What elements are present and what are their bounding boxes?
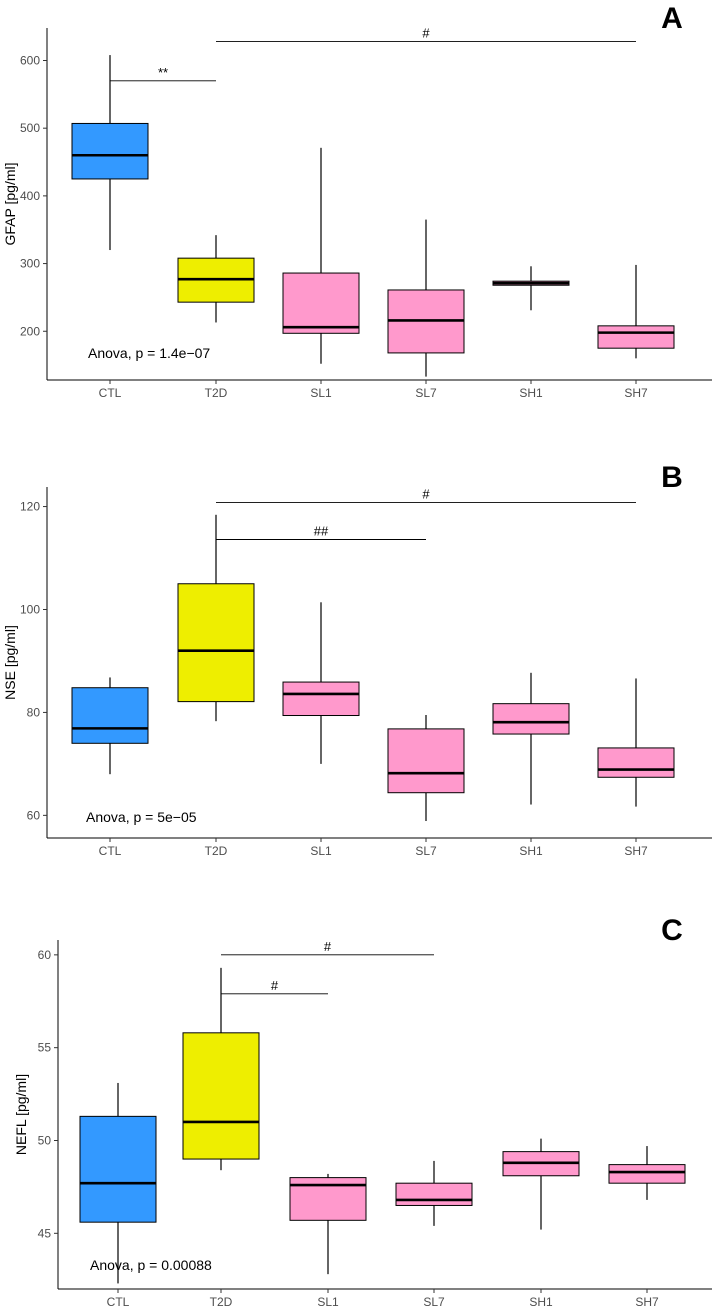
significance-bracket: # — [221, 939, 434, 956]
x-tick-label: T2D — [205, 844, 228, 858]
chart-panel-a: 200 300 400 500 600 CTL T2D SL1 SL7 SH1 SH7 GFAP [p… — [2, 2, 712, 400]
x-tick-label: SH1 — [519, 844, 543, 858]
panel-letter: C — [661, 914, 683, 947]
box-iqr — [71, 687, 149, 744]
y-tick-label: 55 — [38, 1041, 52, 1055]
y-tick-label: 500 — [20, 121, 40, 135]
x-tick-label: SL7 — [415, 386, 437, 400]
x-tick-label: SL1 — [310, 844, 332, 858]
box-iqr — [282, 681, 360, 717]
x-tick-label: SH1 — [529, 1295, 553, 1309]
y-tick-label: 60 — [27, 808, 41, 822]
significance-label: ** — [158, 65, 168, 80]
box-sh1 — [492, 266, 570, 311]
significance-bracket: # — [216, 26, 636, 42]
significance-bracket: ## — [216, 523, 426, 540]
x-tick-label: CTL — [107, 1295, 130, 1309]
significance-label: # — [422, 486, 430, 501]
anova-annotation: Anova, p = 0.00088 — [90, 1257, 212, 1273]
panel-letter: B — [661, 461, 683, 494]
box-ctl — [71, 677, 149, 775]
x-tick-label: SL7 — [423, 1295, 445, 1309]
box-sh1 — [492, 672, 570, 805]
chart-panel-b: 60 80 100 120 CTL T2D SL1 SL7 SH1 SH7 NSE [pg/ml] #… — [2, 461, 712, 858]
box-ctl — [71, 55, 149, 251]
y-tick-label: 200 — [20, 324, 40, 338]
y-tick-label: 400 — [20, 189, 40, 203]
y-axis-title: NSE [pg/ml] — [2, 625, 18, 700]
box-t2d — [177, 514, 255, 722]
box-t2d — [182, 967, 260, 1171]
anova-annotation: Anova, p = 1.4e−07 — [88, 345, 210, 361]
x-tick-label: SL1 — [317, 1295, 339, 1309]
box-sh1 — [502, 1138, 580, 1230]
significance-label: # — [422, 26, 430, 41]
y-tick-label: 300 — [20, 257, 40, 271]
y-tick-label: 600 — [20, 53, 40, 67]
x-tick-label: T2D — [210, 1295, 233, 1309]
x-tick-label: CTL — [99, 844, 122, 858]
x-tick-label: SH7 — [624, 386, 648, 400]
significance-bracket: # — [221, 978, 328, 995]
box-iqr — [597, 747, 675, 778]
box-iqr — [182, 1032, 260, 1160]
box-sl7 — [387, 219, 465, 377]
x-tick-label: T2D — [205, 386, 228, 400]
box-iqr — [395, 1182, 473, 1206]
y-tick-label: 60 — [38, 948, 52, 962]
y-axis-title: NEFL [pg/ml] — [13, 1074, 29, 1155]
x-tick-label: SH1 — [519, 386, 543, 400]
anova-annotation: Anova, p = 5e−05 — [86, 809, 197, 825]
box-sh7 — [597, 264, 675, 359]
box-iqr — [597, 325, 675, 349]
y-axis-title: GFAP [pg/ml] — [2, 163, 18, 246]
box-sl7 — [387, 714, 465, 822]
box-iqr — [387, 728, 465, 794]
box-ctl — [79, 1082, 157, 1284]
y-tick-label: 45 — [38, 1226, 52, 1240]
panel-letter: A — [661, 2, 683, 35]
significance-label: # — [324, 939, 332, 954]
box-iqr — [177, 583, 255, 703]
box-sh7 — [608, 1146, 686, 1200]
y-tick-label: 50 — [38, 1133, 52, 1147]
box-sh7 — [597, 678, 675, 807]
y-tick-label: 100 — [20, 602, 40, 616]
x-tick-label: SL1 — [310, 386, 332, 400]
significance-bracket: # — [216, 486, 636, 503]
box-sl1 — [282, 147, 360, 364]
y-tick-label: 120 — [20, 500, 40, 514]
chart-panel-c: 45 50 55 60 CTL T2D SL1 SL7 SH1 SH7 NEFL [pg/ml] # #… — [13, 914, 712, 1309]
box-sl1 — [289, 1173, 367, 1275]
y-tick-label: 80 — [27, 705, 41, 719]
box-t2d — [177, 235, 255, 323]
x-tick-label: SH7 — [624, 844, 648, 858]
box-iqr — [79, 1115, 157, 1223]
significance-label: # — [271, 978, 279, 993]
box-iqr — [608, 1164, 686, 1184]
significance-label: ## — [314, 523, 329, 538]
box-sl7 — [395, 1160, 473, 1226]
significance-bracket: ** — [110, 65, 216, 82]
box-iqr — [282, 272, 360, 334]
x-tick-label: SH7 — [635, 1295, 659, 1309]
box-iqr — [492, 703, 570, 735]
box-iqr — [71, 122, 149, 180]
x-tick-label: CTL — [99, 386, 122, 400]
box-sl1 — [282, 602, 360, 764]
x-tick-label: SL7 — [415, 844, 437, 858]
